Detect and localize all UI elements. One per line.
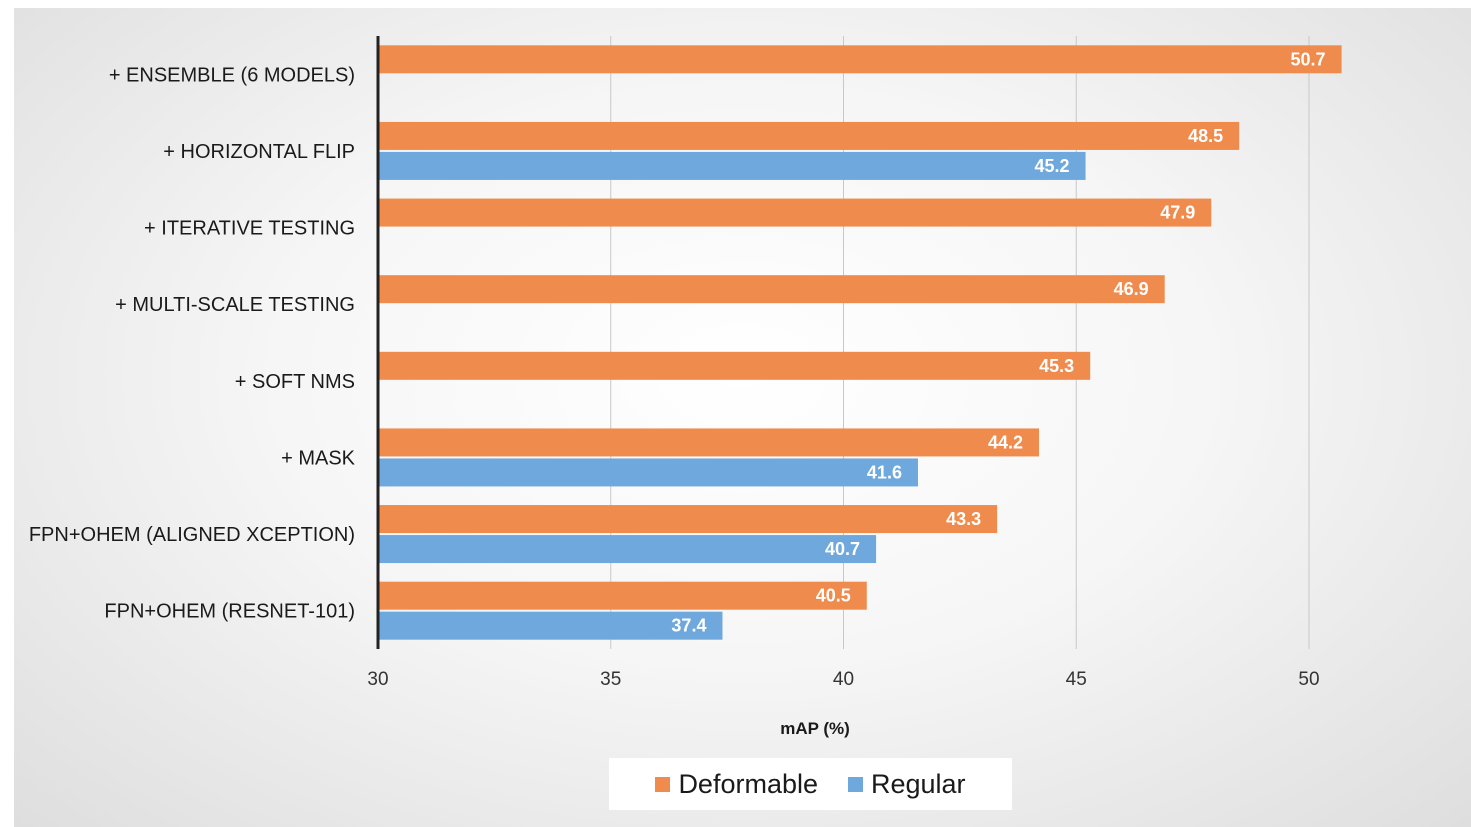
category-label: + SOFT NMS bbox=[235, 371, 355, 393]
legend-label-deformable: Deformable bbox=[678, 768, 818, 799]
bar-deformable bbox=[379, 505, 998, 534]
category-label: + ITERATIVE TESTING bbox=[144, 218, 355, 240]
bar-deformable bbox=[379, 121, 1240, 150]
bar-deformable bbox=[379, 581, 867, 610]
data-label: 41.6 bbox=[867, 462, 902, 482]
data-label: 40.5 bbox=[816, 586, 851, 606]
category-labels: + ENSEMBLE (6 MODELS) + HORIZONTAL FLIP + … bbox=[29, 64, 356, 622]
data-label: 43.3 bbox=[946, 509, 981, 529]
x-tick-label: 40 bbox=[833, 669, 854, 690]
legend-label-regular: Regular bbox=[871, 768, 966, 799]
bar-regular bbox=[379, 535, 877, 564]
legend-item-deformable: Deformable bbox=[655, 769, 818, 800]
bar-regular bbox=[379, 611, 723, 640]
data-label: 48.5 bbox=[1188, 126, 1223, 146]
category-label: + HORIZONTAL FLIP bbox=[163, 141, 355, 163]
data-label: 47.9 bbox=[1160, 203, 1195, 223]
x-tick-label: 35 bbox=[600, 669, 621, 690]
bar-deformable bbox=[379, 351, 1091, 380]
legend-swatch-deformable bbox=[655, 776, 671, 792]
bar-regular bbox=[379, 151, 1086, 180]
x-axis-title: mAP (%) bbox=[780, 719, 850, 738]
data-label: 40.7 bbox=[825, 539, 860, 559]
category-label: FPN+OHEM (RESNET-101) bbox=[104, 601, 355, 623]
bar-deformable bbox=[379, 275, 1165, 304]
data-label: 37.4 bbox=[671, 616, 706, 636]
category-label: FPN+OHEM (ALIGNED XCEPTION) bbox=[29, 524, 355, 546]
legend-item-regular: Regular bbox=[848, 769, 966, 800]
category-label: + ENSEMBLE (6 MODELS) bbox=[109, 64, 355, 86]
data-label: 45.2 bbox=[1035, 156, 1070, 176]
bar-deformable bbox=[379, 45, 1342, 74]
x-tick-labels: 30 35 40 45 50 bbox=[367, 669, 1319, 690]
bar-deformable bbox=[379, 198, 1212, 227]
category-label: + MULTI-SCALE TESTING bbox=[115, 294, 355, 316]
data-label: 45.3 bbox=[1039, 356, 1074, 376]
bar-deformable bbox=[379, 428, 1040, 457]
x-tick-label: 30 bbox=[367, 669, 388, 690]
data-labels: 50.7 48.5 45.2 47.9 46.9 45.3 44.2 41.6 43.3 40.7… bbox=[671, 49, 1325, 635]
bars bbox=[379, 45, 1342, 640]
x-tick-label: 45 bbox=[1066, 669, 1087, 690]
data-label: 50.7 bbox=[1291, 49, 1326, 69]
legend-swatch-regular bbox=[848, 776, 863, 792]
legend: Deformable Regular bbox=[609, 758, 1012, 810]
category-label: + MASK bbox=[281, 447, 356, 469]
data-label: 44.2 bbox=[988, 432, 1023, 452]
bar-regular bbox=[379, 458, 918, 487]
data-label: 46.9 bbox=[1114, 279, 1149, 299]
x-tick-label: 50 bbox=[1298, 669, 1319, 690]
